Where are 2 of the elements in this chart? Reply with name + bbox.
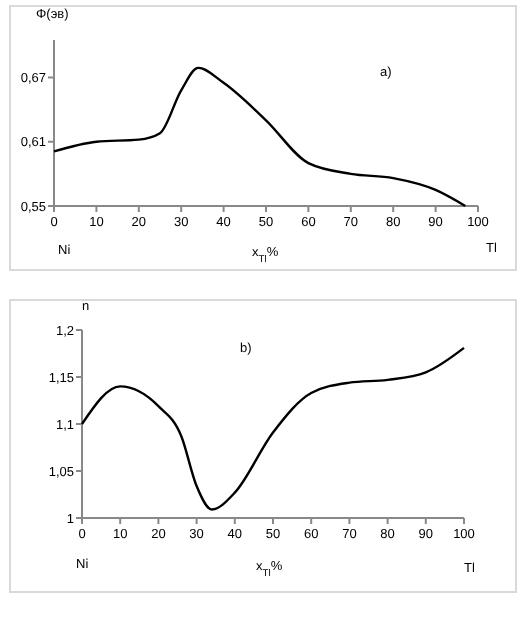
line-series	[52, 66, 467, 208]
line-series	[80, 346, 466, 511]
